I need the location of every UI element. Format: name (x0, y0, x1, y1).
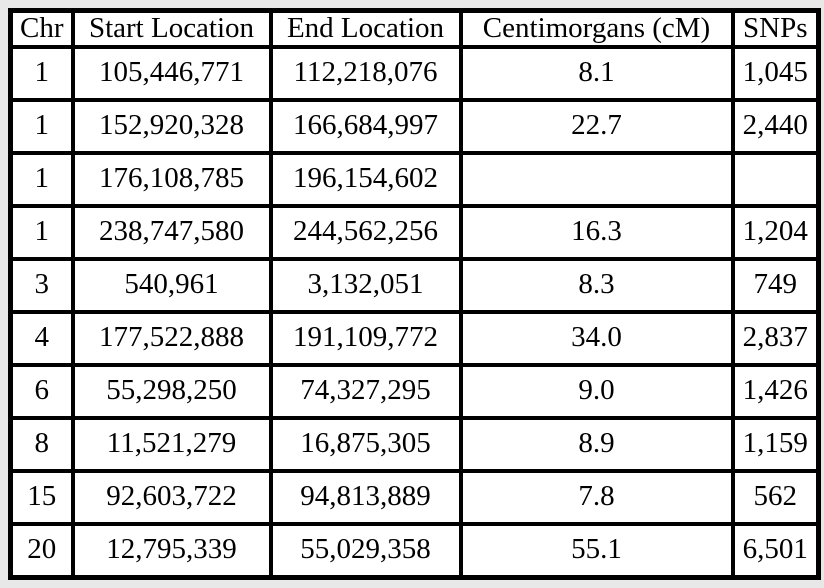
table-row: 15 92,603,722 94,813,889 7.8 562 (8, 468, 821, 526)
table-cell: 1 (8, 44, 75, 102)
table-row: 20 12,795,339 55,029,358 55.1 6,501 (8, 521, 821, 580)
table-cell: 12,795,339 (70, 521, 273, 580)
table-body: 1 105,446,771 112,218,076 8.1 1,045 1 152,920,… (8, 44, 821, 580)
table-row: 1 176,108,785 196,154,602 (8, 150, 821, 208)
table-cell: 562 (730, 468, 821, 526)
table-cell: 94,813,889 (268, 468, 463, 526)
table-cell: 8.1 (458, 44, 735, 102)
table-cell: 20 (8, 521, 75, 580)
table-row: 1 238,747,580 244,562,256 16.3 1,204 (8, 203, 821, 261)
table-row: 1 152,920,328 166,684,997 22.7 2,440 (8, 97, 821, 155)
table-cell: 3,132,051 (268, 256, 463, 314)
table-cell: 55,298,250 (70, 362, 273, 420)
table-cell: 6,501 (730, 521, 821, 580)
table-cell: 6 (8, 362, 75, 420)
table-cell: 238,747,580 (70, 203, 273, 261)
table-cell: 2,440 (730, 97, 821, 155)
table-cell: 1 (8, 97, 75, 155)
table-cell: 4 (8, 309, 75, 367)
table-cell: 1,159 (730, 415, 821, 473)
table-cell: 16,875,305 (268, 415, 463, 473)
table-cell (730, 150, 821, 208)
table-cell: 55.1 (458, 521, 735, 580)
table-cell: 1 (8, 203, 75, 261)
table-cell: 112,218,076 (268, 44, 463, 102)
table-cell: 540,961 (70, 256, 273, 314)
table-cell: 16.3 (458, 203, 735, 261)
table-cell: 152,920,328 (70, 97, 273, 155)
table-cell: 8 (8, 415, 75, 473)
table-cell: 176,108,785 (70, 150, 273, 208)
table-cell: 22.7 (458, 97, 735, 155)
table-cell (458, 150, 735, 208)
table-cell: 74,327,295 (268, 362, 463, 420)
table-cell: 8.3 (458, 256, 735, 314)
dna-segment-table: Chr Start Location End Location Centimorgan… (8, 8, 821, 580)
column-header: Centimorgans (cM) (458, 8, 735, 49)
table-cell: 191,109,772 (268, 309, 463, 367)
table-cell: 1 (8, 150, 75, 208)
table-cell: 7.8 (458, 468, 735, 526)
table-cell: 196,154,602 (268, 150, 463, 208)
table-cell: 749 (730, 256, 821, 314)
table-cell: 1,045 (730, 44, 821, 102)
table-cell: 34.0 (458, 309, 735, 367)
table-cell: 105,446,771 (70, 44, 273, 102)
table-cell: 2,837 (730, 309, 821, 367)
table-cell: 3 (8, 256, 75, 314)
table-cell: 9.0 (458, 362, 735, 420)
table-row: 3 540,961 3,132,051 8.3 749 (8, 256, 821, 314)
table-cell: 55,029,358 (268, 521, 463, 580)
table-row: 1 105,446,771 112,218,076 8.1 1,045 (8, 44, 821, 102)
column-header: SNPs (730, 8, 821, 49)
table-cell: 1,204 (730, 203, 821, 261)
column-header: End Location (268, 8, 463, 49)
table-cell: 1,426 (730, 362, 821, 420)
table-cell: 166,684,997 (268, 97, 463, 155)
column-header: Chr (8, 8, 75, 49)
table-cell: 11,521,279 (70, 415, 273, 473)
table-row: 4 177,522,888 191,109,772 34.0 2,837 (8, 309, 821, 367)
table-header: Chr Start Location End Location Centimorgan… (8, 8, 821, 49)
table-cell: 8.9 (458, 415, 735, 473)
table-cell: 244,562,256 (268, 203, 463, 261)
header-row: Chr Start Location End Location Centimorgan… (8, 8, 821, 49)
table-cell: 92,603,722 (70, 468, 273, 526)
table-cell: 15 (8, 468, 75, 526)
table-cell: 177,522,888 (70, 309, 273, 367)
table-row: 8 11,521,279 16,875,305 8.9 1,159 (8, 415, 821, 473)
table-row: 6 55,298,250 74,327,295 9.0 1,426 (8, 362, 821, 420)
column-header: Start Location (70, 8, 273, 49)
